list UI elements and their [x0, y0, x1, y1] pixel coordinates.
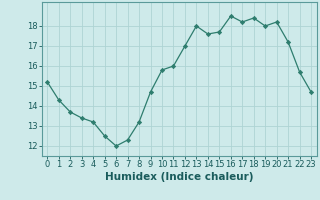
X-axis label: Humidex (Indice chaleur): Humidex (Indice chaleur)	[105, 172, 253, 182]
